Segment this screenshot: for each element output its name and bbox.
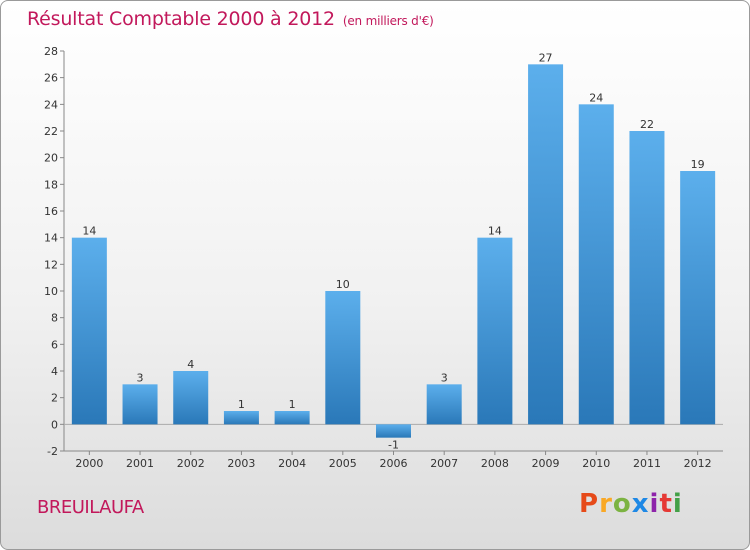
- data-label-2000: 14: [82, 225, 96, 238]
- y-tick-label: 22: [44, 125, 58, 138]
- y-tick-label: -2: [47, 445, 58, 458]
- logo-letter: P: [579, 489, 600, 519]
- bar-2009: [528, 64, 564, 425]
- bar-2004: [274, 411, 310, 425]
- logo-letter: x: [631, 489, 650, 519]
- y-tick-label: 20: [44, 152, 58, 165]
- data-label-2009: 27: [539, 51, 553, 64]
- data-label-2006: -1: [388, 439, 399, 452]
- commune-name: BREUILAUFA: [37, 497, 144, 518]
- y-tick-label: 28: [44, 45, 58, 58]
- bar-2000: [71, 237, 107, 425]
- chart-bars: [71, 64, 716, 438]
- bar-2005: [325, 291, 361, 425]
- logo-letter: r: [599, 489, 613, 519]
- bar-2007: [426, 384, 462, 425]
- chart-title: Résultat Comptable 2000 à 2012 (en millie…: [27, 8, 434, 30]
- data-label-2007: 3: [441, 371, 448, 384]
- logo-letter: i: [672, 489, 683, 519]
- y-tick-label: 14: [44, 232, 58, 245]
- x-tick-label: 2011: [633, 457, 661, 470]
- x-tick-label: 2010: [582, 457, 610, 470]
- x-tick-label: 2012: [684, 457, 712, 470]
- x-tick-label: 2002: [177, 457, 205, 470]
- data-label-2002: 4: [187, 358, 194, 371]
- data-label-2011: 22: [640, 118, 654, 131]
- x-tick-label: 2004: [278, 457, 306, 470]
- y-tick-label: 0: [51, 418, 58, 431]
- x-tick-label: 2005: [329, 457, 357, 470]
- bar-2012: [680, 171, 716, 425]
- x-tick-label: 2009: [532, 457, 560, 470]
- y-tick-label: 4: [51, 365, 58, 378]
- y-tick-label: 24: [44, 98, 58, 111]
- data-label-2003: 1: [238, 398, 245, 411]
- y-tick-label: 26: [44, 72, 58, 85]
- chart-title-text: Résultat Comptable 2000 à 2012: [27, 8, 335, 30]
- logo-letter: t: [659, 489, 673, 519]
- x-tick-label: 2006: [380, 457, 408, 470]
- bar-2008: [477, 237, 513, 425]
- data-label-2004: 1: [289, 398, 296, 411]
- proxiti-logo[interactable]: Proxiti: [579, 489, 683, 519]
- x-tick-label: 2001: [126, 457, 154, 470]
- data-label-2010: 24: [589, 91, 603, 104]
- data-label-2008: 14: [488, 225, 502, 238]
- chart-subtitle: (en milliers d'€): [342, 14, 434, 28]
- data-label-2012: 19: [691, 158, 705, 171]
- bar-2003: [223, 411, 259, 425]
- x-tick-label: 2007: [430, 457, 458, 470]
- x-tick-label: 2008: [481, 457, 509, 470]
- x-tick-label: 2000: [75, 457, 103, 470]
- bar-2011: [629, 131, 665, 425]
- y-tick-label: 10: [44, 285, 58, 298]
- data-label-2001: 3: [137, 371, 144, 384]
- y-tick-label: 16: [44, 205, 58, 218]
- y-tick-label: 6: [51, 338, 58, 351]
- y-tick-label: 8: [51, 312, 58, 325]
- bar-2002: [173, 371, 209, 425]
- data-label-2005: 10: [336, 278, 350, 291]
- bar-2001: [122, 384, 158, 425]
- bar-2010: [578, 104, 614, 425]
- x-tick-label: 2003: [227, 457, 255, 470]
- logo-letter: o: [612, 489, 632, 519]
- y-tick-label: 2: [51, 392, 58, 405]
- chart-labels: 14 3 4 1 1 10 -1 3 14 27 24 22 19: [82, 51, 704, 451]
- y-tick-label: 12: [44, 258, 58, 271]
- y-tick-label: 18: [44, 178, 58, 191]
- logo-letter: i: [649, 489, 660, 519]
- bar-2006: [376, 424, 411, 438]
